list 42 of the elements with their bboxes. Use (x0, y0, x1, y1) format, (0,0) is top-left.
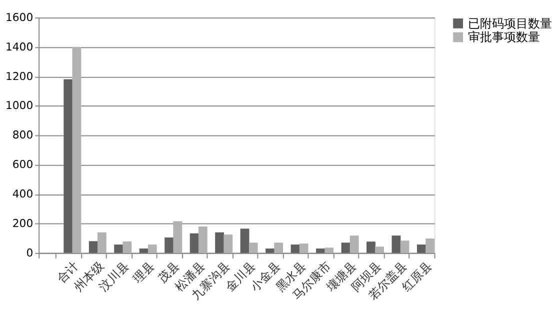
bar (122, 241, 132, 253)
y-tick-label: 1200 (5, 70, 34, 83)
bar (274, 242, 284, 253)
bar (366, 242, 376, 253)
bar (72, 46, 82, 253)
bar (375, 246, 384, 253)
bar (224, 234, 233, 253)
bar (139, 248, 148, 253)
y-tick-label: 1600 (5, 10, 34, 24)
bar (266, 248, 274, 253)
bar (400, 240, 410, 253)
bar (148, 244, 157, 253)
bar (341, 242, 350, 253)
y-tick-label: 1000 (5, 99, 34, 112)
bar (416, 244, 426, 253)
y-tick-label: 1400 (5, 40, 34, 54)
bar (173, 221, 182, 253)
bar (114, 244, 124, 253)
y-tick-label: 600 (12, 158, 34, 172)
bar (248, 242, 258, 253)
y-tick-label: 0 (26, 246, 34, 260)
legend-label: 审批事项数量 (468, 30, 540, 44)
bar (215, 232, 224, 253)
bar (240, 228, 250, 253)
bar (316, 248, 325, 253)
bar (299, 244, 308, 253)
bar (190, 233, 199, 253)
bar (392, 236, 401, 253)
bar (426, 238, 434, 253)
bar (290, 244, 300, 253)
bar (324, 248, 334, 253)
bar (198, 226, 208, 253)
bar (164, 237, 174, 253)
y-tick-label: 200 (12, 216, 34, 230)
y-tick-label: 800 (12, 128, 34, 142)
y-tick-label: 400 (12, 188, 34, 201)
bar (64, 79, 73, 253)
bar (97, 232, 106, 253)
legend-label: 已附码项目数量 (468, 16, 552, 30)
x-tick-label: 理县 (130, 258, 158, 286)
bar (88, 241, 98, 253)
bar (350, 236, 359, 253)
